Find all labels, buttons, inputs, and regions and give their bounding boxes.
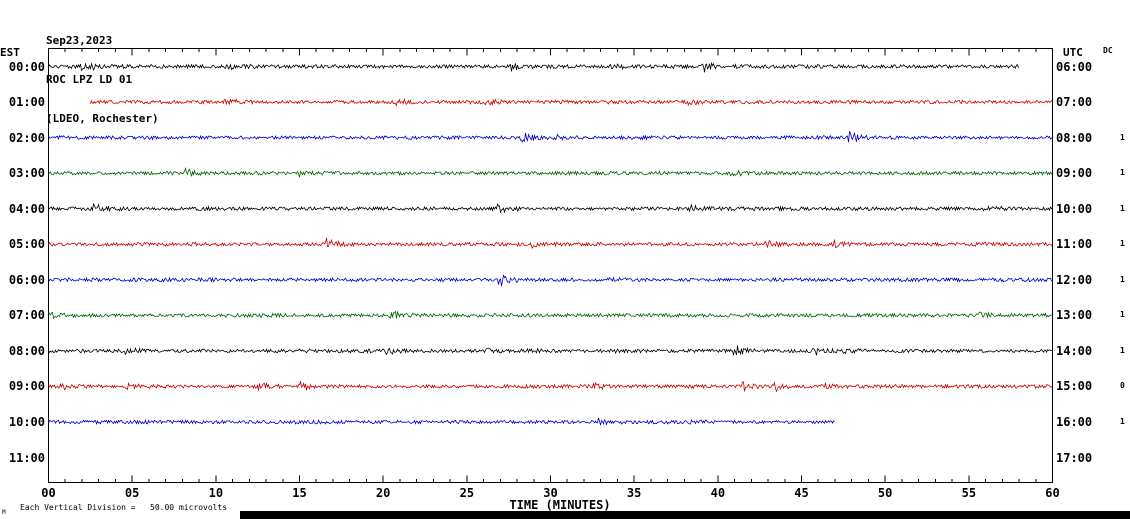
est-hour-label: 04:00: [8, 201, 45, 216]
row-flag: 1: [1120, 168, 1125, 178]
header-station: ROC LPZ LD 01: [46, 73, 133, 86]
row-flag: 1: [1120, 203, 1125, 213]
seismogram-trace: [48, 202, 1053, 214]
x-tick-label: 45: [794, 486, 809, 500]
scale-note: Each Vertical Division = 50.00 microvolt…: [20, 503, 228, 512]
row-flag: 1: [1120, 417, 1125, 426]
utc-hour-label: 06:00: [1056, 59, 1093, 74]
utc-hour-label: 16:00: [1056, 415, 1093, 429]
utc-hour-label: 11:00: [1056, 237, 1093, 252]
plot-frame: [48, 48, 1053, 483]
header-location: (LDEO, Rochester): [46, 112, 159, 125]
est-hour-label: 10:00: [8, 415, 45, 429]
bottom-bar: [240, 511, 1130, 519]
seismogram-trace: [48, 61, 1019, 73]
utc-hour-label: 17:00: [1056, 450, 1093, 465]
row-flag: 1: [1120, 274, 1125, 284]
est-hour-label: 11:00: [8, 450, 45, 465]
seismogram-trace: [48, 381, 1053, 393]
x-tick-label: 15: [292, 486, 307, 500]
row-flag: 1: [1120, 310, 1125, 320]
corner-mark: M: [2, 509, 6, 516]
right-axis-label: UTC: [1063, 46, 1083, 59]
est-hour-label: 08:00: [8, 343, 45, 358]
est-hour-label: 00:00: [8, 59, 45, 74]
utc-hour-label: 12:00: [1056, 272, 1093, 287]
est-hour-label: 07:00: [8, 308, 45, 323]
seismogram-trace: [48, 274, 1053, 287]
utc-hour-label: 13:00: [1056, 308, 1093, 323]
est-hour-label: 01:00: [8, 95, 45, 110]
x-tick-label: 10: [208, 486, 224, 500]
dc-label: DC: [1103, 46, 1113, 55]
utc-hour-label: 14:00: [1056, 343, 1093, 358]
utc-hour-label: 09:00: [1056, 166, 1093, 181]
row-flag: 1: [1120, 239, 1125, 249]
x-tick-label: 60: [1045, 486, 1060, 500]
x-tick-label: 40: [710, 486, 726, 500]
left-axis-label: EST: [0, 46, 20, 59]
est-hour-label: 05:00: [8, 237, 45, 252]
est-hour-label: 09:00: [8, 379, 45, 394]
x-tick-label: 55: [961, 486, 977, 500]
seismogram-trace: [89, 97, 1053, 107]
utc-hour-label: 08:00: [1056, 130, 1093, 145]
x-tick-label: 05: [124, 486, 140, 500]
utc-hour-label: 10:00: [1056, 201, 1093, 216]
header-date: Sep23,2023: [46, 34, 113, 47]
est-hour-label: 03:00: [8, 166, 45, 181]
seismogram-trace: [48, 345, 1053, 356]
est-hour-label: 06:00: [8, 272, 45, 287]
row-flag: 1: [1120, 345, 1125, 355]
utc-hour-label: 07:00: [1056, 95, 1093, 110]
seismogram-trace: [48, 130, 1053, 143]
row-flag: 0: [1120, 381, 1125, 391]
seismogram-trace: [48, 237, 1053, 250]
row-flag: 1: [1120, 132, 1125, 142]
seismogram-trace: [48, 417, 835, 426]
seismogram-trace: [48, 167, 1053, 178]
x-tick-label: 20: [375, 486, 391, 500]
x-tick-label: 50: [877, 486, 893, 500]
x-tick-label: 00: [41, 486, 56, 500]
x-tick-label: 35: [626, 486, 642, 500]
header: Sep23,2023 ROC LPZ LD 01 (LDEO, Rocheste…: [46, 8, 159, 151]
seismogram-trace: [48, 310, 1053, 319]
x-axis-title: TIME (MINUTES): [509, 498, 611, 512]
x-tick-label: 25: [459, 486, 475, 500]
est-hour-label: 02:00: [8, 130, 45, 145]
utc-hour-label: 15:00: [1056, 379, 1093, 394]
x-tick-label: 30: [543, 486, 558, 500]
